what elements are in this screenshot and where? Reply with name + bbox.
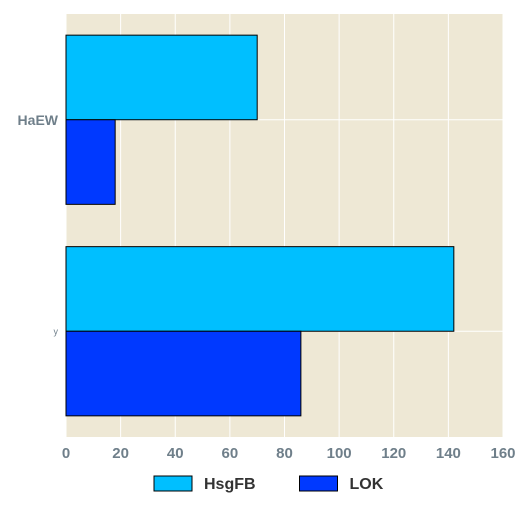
x-tick-label: 80 <box>276 445 293 462</box>
bar-HsgFB-HaEW <box>65 34 258 121</box>
legend-swatch-LOK <box>299 475 338 492</box>
bar-HsgFB-y <box>65 246 455 332</box>
x-tick-label: 60 <box>222 445 239 462</box>
legend-label-LOK: LOK <box>350 476 384 493</box>
x-tick-label: 0 <box>62 445 70 462</box>
y-tick-label: HaEW <box>18 112 59 128</box>
x-tick-label: 20 <box>112 445 129 462</box>
bar-LOK-HaEW <box>65 119 116 205</box>
legend-swatch-HsgFB <box>153 475 193 492</box>
x-tick-label: 160 <box>490 445 515 462</box>
x-tick-label: 120 <box>381 445 406 462</box>
x-tick-label: 40 <box>167 445 184 462</box>
y-tick-label: y <box>54 326 59 336</box>
legend-label-HsgFB: HsgFB <box>204 476 256 493</box>
bar-LOK-y <box>65 330 302 417</box>
x-tick-label: 100 <box>327 445 352 462</box>
x-tick-label: 140 <box>436 445 461 462</box>
